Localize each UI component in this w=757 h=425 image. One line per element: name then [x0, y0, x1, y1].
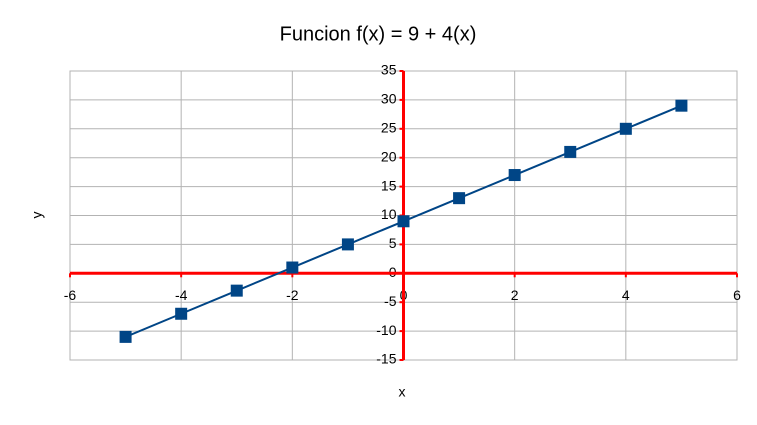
y-tick-label: 15	[381, 177, 397, 193]
y-tick-label: 30	[381, 91, 397, 107]
y-tick-label: 20	[381, 148, 397, 164]
y-tick-label: 10	[381, 206, 397, 222]
x-tick-label: -4	[175, 287, 188, 303]
data-point	[453, 192, 466, 205]
data-point	[230, 284, 243, 297]
y-axis-label: y	[29, 212, 45, 219]
y-tick-label: -5	[384, 293, 397, 309]
data-point	[175, 307, 188, 320]
y-tick-label: -10	[376, 322, 396, 338]
x-tick-label: -6	[64, 287, 77, 303]
x-tick-label: 2	[511, 287, 519, 303]
x-axis-label: x	[399, 384, 406, 400]
data-point	[119, 330, 132, 343]
data-point	[675, 99, 688, 112]
x-tick-label: 6	[733, 287, 741, 303]
y-tick-label: 35	[381, 62, 397, 78]
y-tick-label: 25	[381, 120, 397, 136]
x-tick-label: -2	[286, 287, 299, 303]
data-point	[397, 215, 410, 228]
data-point	[564, 145, 577, 158]
data-point	[341, 238, 354, 251]
data-point	[619, 122, 632, 135]
x-tick-label: 4	[622, 287, 630, 303]
y-tick-label: 5	[389, 235, 397, 251]
data-point	[508, 169, 521, 182]
chart-title: Funcion f(x) = 9 + 4(x)	[280, 23, 477, 45]
data-point	[286, 261, 299, 274]
y-tick-label: -15	[376, 351, 396, 367]
